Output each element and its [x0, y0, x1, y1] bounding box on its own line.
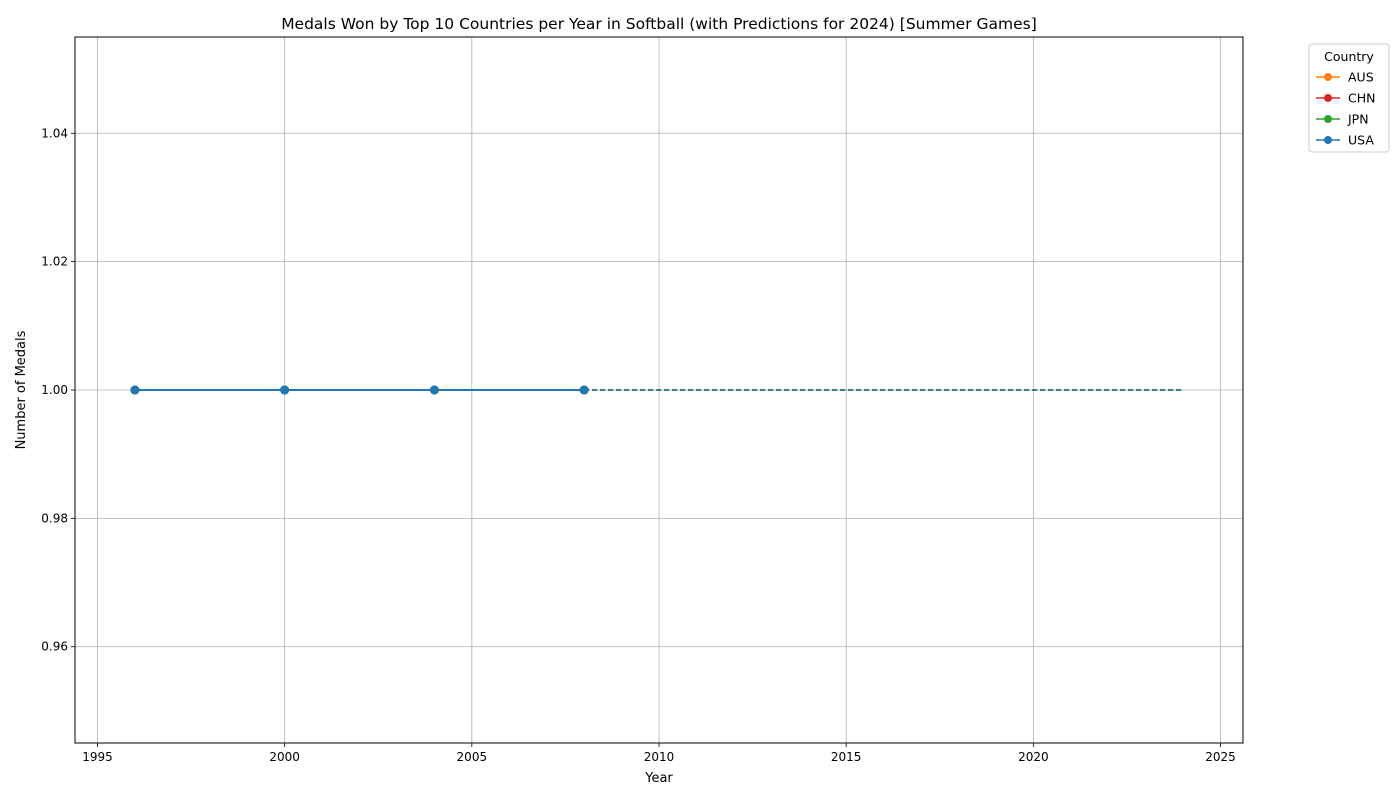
y-tick-label: 1.02: [41, 255, 68, 269]
x-tick-label: 2005: [457, 750, 488, 764]
legend-items: AUS CHN JPN USA: [1316, 70, 1375, 148]
legend-marker-aus: [1324, 73, 1332, 81]
y-tick-label: 0.98: [41, 511, 68, 525]
y-tick-label: 1.04: [41, 126, 68, 140]
x-axis-title: Year: [644, 771, 673, 786]
legend-title: Country: [1324, 49, 1374, 64]
x-tick-label: 2015: [831, 750, 862, 764]
legend-label-usa: USA: [1348, 133, 1374, 148]
legend-label-aus: AUS: [1348, 70, 1374, 85]
y-tick-label: 0.96: [41, 640, 68, 654]
x-tick-label: 2020: [1018, 750, 1049, 764]
data-point-usa: [280, 385, 290, 395]
data-point-usa: [579, 385, 589, 395]
legend-label-chn: CHN: [1348, 91, 1375, 106]
x-tick-label: 2025: [1205, 750, 1236, 764]
data-point-usa: [130, 385, 140, 395]
x-axis-ticks: 1995 2000 2005 2010 2015 2020 2025: [82, 743, 1236, 764]
y-tick-label: 1.00: [41, 383, 68, 397]
legend-frame: [1308, 43, 1390, 153]
x-tick-label: 1995: [82, 750, 113, 764]
y-axis-ticks: 0.96 0.98 1.00 1.02 1.04: [41, 126, 75, 654]
x-tick-label: 2010: [644, 750, 675, 764]
y-axis-title: Number of Medals: [14, 330, 29, 449]
legend-marker-jpn: [1324, 115, 1332, 123]
series-lines: [130, 385, 589, 395]
legend: Country AUS CHN JPN USA: [1308, 43, 1390, 153]
x-tick-label: 2000: [269, 750, 300, 764]
data-point-usa: [429, 385, 439, 395]
legend-label-jpn: JPN: [1347, 112, 1369, 127]
legend-marker-usa: [1324, 136, 1332, 144]
legend-marker-chn: [1324, 94, 1332, 102]
chart-title: Medals Won by Top 10 Countries per Year …: [281, 15, 1037, 33]
